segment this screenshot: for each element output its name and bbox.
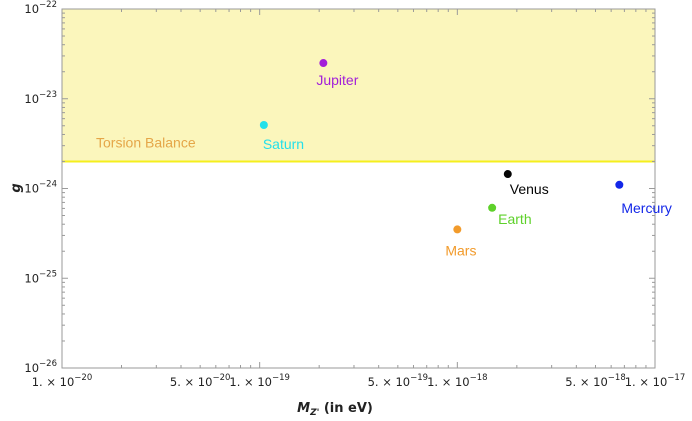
- point-mercury: [615, 180, 624, 189]
- y-tick-label: 10−25: [24, 269, 57, 285]
- y-tick-exponent: −24: [39, 180, 57, 190]
- x-tick-mantissa: 1. × 10: [427, 375, 470, 389]
- region-fill: [62, 9, 655, 162]
- y-tick-label: 10−22: [24, 0, 57, 16]
- point-label-venus: Venus: [510, 181, 549, 197]
- point-label-saturn: Saturn: [263, 136, 304, 152]
- x-tick-label: 1. × 10−17: [625, 373, 686, 389]
- excluded-region: Torsion Balance: [62, 9, 655, 163]
- y-tick-base: 10: [24, 271, 39, 285]
- y-tick-label: 10−23: [24, 90, 57, 106]
- x-axis-title-sub: Z': [309, 408, 319, 418]
- x-tick-label: 5. × 10−19: [368, 373, 429, 389]
- y-tick-label: 10−24: [24, 180, 57, 196]
- x-tick-label: 1. × 10−18: [427, 373, 488, 389]
- x-tick-exponent: −17: [667, 373, 685, 383]
- point-label-mercury: Mercury: [621, 200, 672, 216]
- data-points: Jupiter Saturn Venus Mercury Earth Mars: [259, 59, 672, 258]
- y-tick-exponent: −23: [39, 90, 57, 100]
- x-tick-mantissa: 5. × 10: [368, 375, 411, 389]
- x-tick-mantissa: 5. × 10: [170, 375, 213, 389]
- x-tick-label: 1. × 10−19: [229, 373, 290, 389]
- point-jupiter: [319, 59, 328, 68]
- x-axis-title: MZ' (in eV): [297, 401, 373, 418]
- x-tick-mantissa: 1. × 10: [229, 375, 272, 389]
- x-tick-exponent: −18: [470, 373, 488, 383]
- y-tick-base: 10: [24, 92, 39, 106]
- x-tick-exponent: −19: [410, 373, 428, 383]
- y-tick-exponent: −25: [39, 269, 57, 279]
- x-tick-label: 5. × 10−20: [170, 373, 231, 389]
- y-tick-base: 10: [24, 2, 39, 16]
- point-saturn: [259, 120, 268, 129]
- x-tick-mantissa: 1. × 10: [625, 375, 668, 389]
- point-earth: [488, 203, 497, 212]
- x-tick-label: 1. × 10−20: [32, 373, 93, 389]
- x-tick-exponent: −19: [272, 373, 290, 383]
- y-tick-base: 10: [24, 182, 39, 196]
- y-tick-exponent: −22: [39, 0, 57, 10]
- y-tick-exponent: −26: [39, 359, 57, 369]
- x-axis-title-rest: (in eV): [319, 401, 373, 416]
- x-axis-title-main: M: [297, 401, 310, 416]
- x-tick-exponent: −18: [608, 373, 626, 383]
- x-tick-exponent: −20: [212, 373, 230, 383]
- x-tick-mantissa: 5. × 10: [565, 375, 608, 389]
- point-label-mars: Mars: [445, 242, 476, 258]
- region-label: Torsion Balance: [96, 134, 196, 150]
- x-tick-label: 5. × 10−18: [565, 373, 626, 389]
- point-label-jupiter: Jupiter: [316, 72, 358, 88]
- x-tick-exponent: −20: [74, 373, 92, 383]
- y-tick-base: 10: [24, 361, 39, 375]
- x-tick-mantissa: 1. × 10: [32, 375, 75, 389]
- y-tick-label: 10−26: [24, 359, 57, 375]
- point-label-earth: Earth: [498, 211, 531, 227]
- y-axis-title: g: [9, 183, 24, 192]
- point-mars: [453, 225, 462, 234]
- point-venus: [503, 170, 512, 179]
